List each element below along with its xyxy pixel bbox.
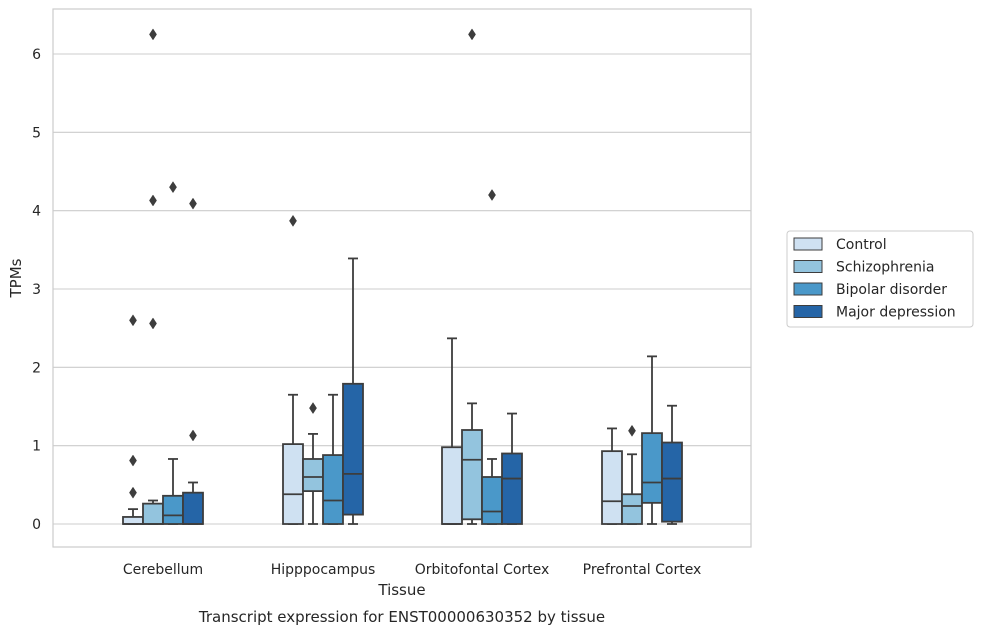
legend-label: Control (836, 237, 887, 253)
box-group (641, 355, 663, 525)
box-body (621, 493, 643, 525)
outlier-point (189, 197, 197, 210)
outlier-point (189, 429, 197, 442)
y-tick-label: 6 (32, 47, 41, 63)
outlier-point (289, 214, 297, 227)
box-group (461, 28, 483, 525)
legend-label: Major depression (836, 305, 956, 321)
outlier-point (149, 317, 157, 330)
box-body (461, 429, 483, 521)
box-body (142, 502, 164, 525)
box-group (481, 189, 503, 525)
box-body (601, 450, 623, 525)
y-axis-title: TPMs (7, 258, 25, 298)
box-group (162, 181, 184, 525)
box-group (122, 314, 144, 525)
box-body (182, 491, 204, 525)
box-body (441, 446, 463, 525)
box-group (661, 404, 683, 525)
outlier-point (129, 454, 137, 467)
y-tick-labels: 0 1 2 3 4 5 6 (32, 47, 41, 533)
box-group (601, 427, 623, 525)
x-tick-label: Orbitofontal Cortex (415, 562, 550, 578)
box-group (182, 197, 204, 525)
box-body (661, 441, 683, 523)
outlier-point (309, 402, 317, 415)
outlier-point (628, 424, 636, 437)
outlier-point (149, 28, 157, 41)
y-tick-label: 2 (32, 360, 41, 376)
x-tick-label: Hipppocampus (271, 562, 376, 578)
box-body (162, 494, 184, 525)
legend-swatch (793, 260, 823, 273)
legend-swatch (793, 237, 823, 251)
y-tick-label: 3 (32, 282, 41, 298)
gridlines (53, 53, 751, 525)
box-body (501, 452, 523, 525)
legend-label: Bipolar disorder (836, 282, 947, 298)
y-tick-label: 1 (32, 439, 41, 455)
box-group (501, 412, 523, 525)
y-tick-label: 0 (32, 517, 41, 533)
outlier-point (149, 194, 157, 207)
box-body (481, 476, 503, 525)
legend-frame (786, 230, 974, 328)
legend-swatch (793, 305, 823, 318)
box-body (122, 516, 144, 525)
box-body (342, 382, 364, 516)
outlier-point (169, 181, 177, 194)
outlier-point (468, 28, 476, 41)
outlier-point (129, 486, 137, 499)
box-body (322, 454, 344, 525)
box-group (441, 337, 463, 525)
box-group (322, 393, 344, 525)
box-group (621, 424, 643, 525)
box-group (282, 214, 304, 525)
legend-label: Schizophrenia (836, 260, 934, 276)
box-group (142, 28, 164, 525)
x-tick-label: Prefrontal Cortex (583, 562, 702, 578)
box-body (641, 432, 663, 504)
outlier-point (488, 189, 496, 201)
y-tick-label: 5 (32, 125, 41, 141)
x-axis-title: Tissue (377, 581, 425, 599)
y-tick-label: 4 (32, 204, 41, 220)
box-group (302, 402, 324, 525)
figure-caption: Transcript expression for ENST0000063035… (198, 608, 605, 626)
box-body (302, 458, 324, 493)
box-group (342, 257, 364, 525)
box-body (282, 443, 304, 525)
boxes-layer (122, 28, 683, 525)
outlier-point (129, 314, 137, 327)
legend-swatch (793, 282, 823, 296)
x-tick-label: Cerebellum (123, 562, 203, 578)
plot-area-frame (52, 8, 752, 548)
x-tick-labels: Cerebellum Hipppocampus Orbitofontal Corte… (123, 562, 701, 578)
legend: Control Schizophrenia Bipolar disorder Majo… (786, 230, 974, 328)
